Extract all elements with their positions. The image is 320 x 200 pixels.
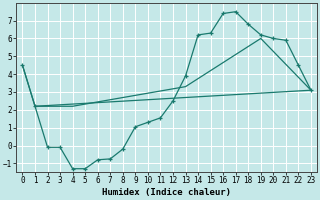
X-axis label: Humidex (Indice chaleur): Humidex (Indice chaleur)	[102, 188, 231, 197]
